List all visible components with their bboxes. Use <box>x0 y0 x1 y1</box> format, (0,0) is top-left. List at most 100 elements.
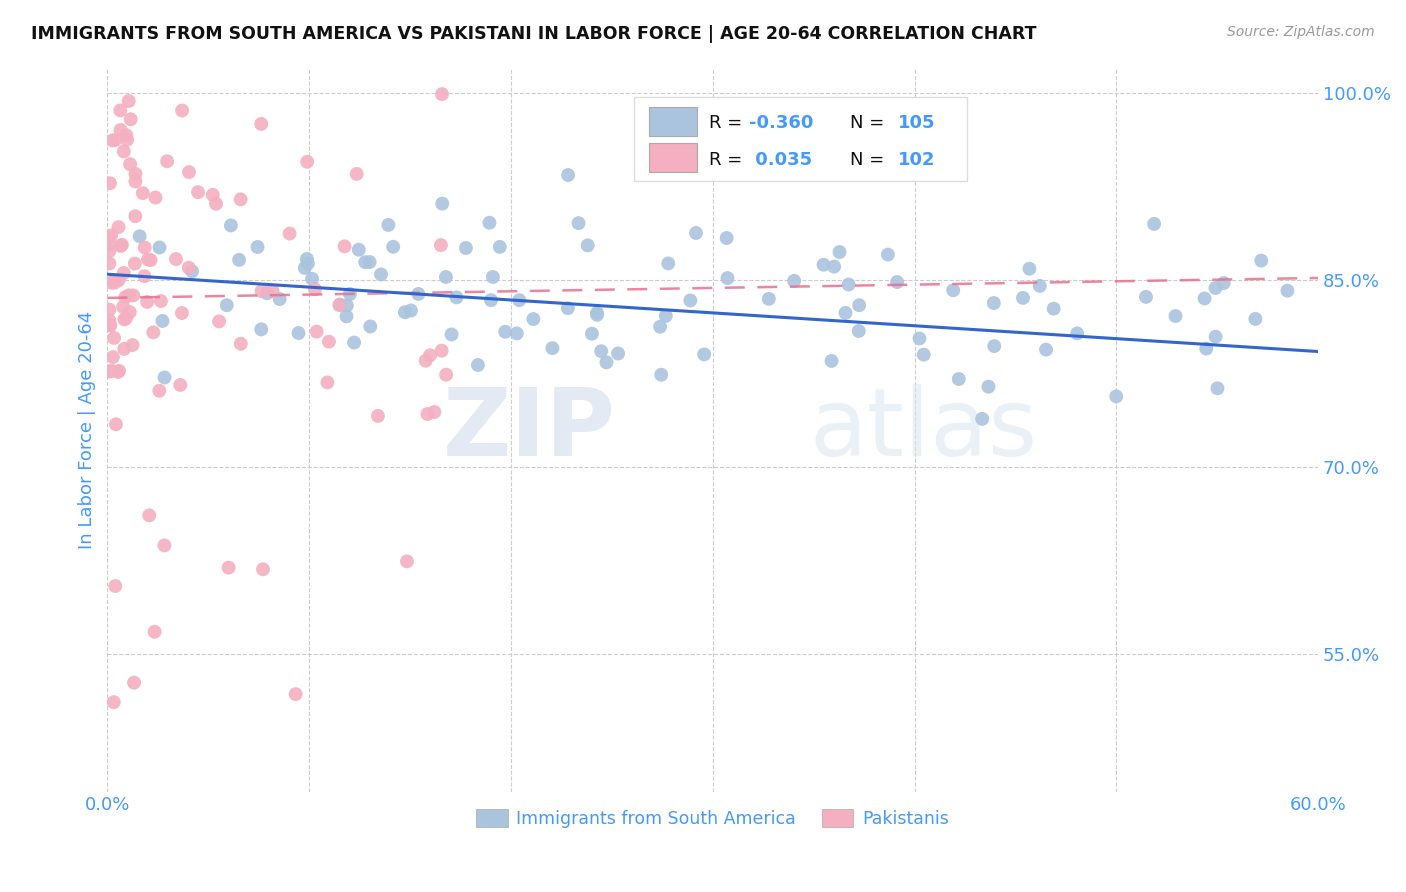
Point <box>145 190 167 204</box>
Point <box>107 365 129 379</box>
Point <box>1135 290 1157 304</box>
Point <box>103 695 125 709</box>
Point <box>98 302 121 317</box>
Point <box>377 218 399 232</box>
Point <box>139 253 162 268</box>
Text: N =: N = <box>849 152 884 169</box>
Point <box>886 275 908 289</box>
Point <box>657 256 679 270</box>
Point <box>181 264 204 278</box>
Point <box>848 298 870 312</box>
Point <box>110 123 132 137</box>
Point <box>440 327 463 342</box>
Point <box>446 290 468 304</box>
Point <box>114 290 136 304</box>
Point <box>1018 261 1040 276</box>
Point <box>112 266 135 280</box>
Point <box>983 296 1005 310</box>
Point <box>586 308 609 322</box>
Point <box>434 270 457 285</box>
Point <box>1204 281 1226 295</box>
Point <box>1195 342 1218 356</box>
Point <box>177 260 200 275</box>
Point <box>142 326 165 340</box>
Point <box>395 554 418 568</box>
Point <box>172 103 194 118</box>
Point <box>169 378 191 392</box>
Point <box>156 154 179 169</box>
Point <box>567 216 589 230</box>
Text: R =: R = <box>709 152 742 169</box>
Point <box>118 288 141 302</box>
Point <box>359 319 381 334</box>
Point <box>328 298 350 312</box>
Point <box>278 227 301 241</box>
Point <box>215 298 238 312</box>
Text: -0.360: -0.360 <box>749 114 814 132</box>
Y-axis label: In Labor Force | Age 20-64: In Labor Force | Age 20-64 <box>79 311 96 549</box>
Point <box>783 274 806 288</box>
Point <box>149 294 172 309</box>
Point <box>339 287 361 301</box>
Point <box>98 318 121 332</box>
Point <box>124 209 146 223</box>
Point <box>295 154 318 169</box>
Text: 105: 105 <box>898 114 935 132</box>
Point <box>343 335 366 350</box>
Point <box>112 312 135 326</box>
Point <box>301 272 323 286</box>
Point <box>394 305 416 319</box>
Point <box>648 319 671 334</box>
Point <box>112 300 135 314</box>
Point <box>284 687 307 701</box>
Point <box>346 167 368 181</box>
Point <box>250 284 273 298</box>
Point <box>120 112 142 127</box>
Point <box>103 331 125 345</box>
Point <box>107 220 129 235</box>
Point <box>252 562 274 576</box>
Point <box>294 260 316 275</box>
Point <box>111 237 134 252</box>
Point <box>370 268 392 282</box>
Point <box>434 368 457 382</box>
Point <box>122 675 145 690</box>
Point <box>983 339 1005 353</box>
Point <box>716 231 738 245</box>
Point <box>347 243 370 257</box>
Point <box>115 128 138 143</box>
Point <box>834 306 856 320</box>
Point <box>246 240 269 254</box>
Point <box>229 192 252 206</box>
Point <box>1205 330 1227 344</box>
Point <box>912 348 935 362</box>
Point <box>1194 292 1216 306</box>
Point <box>838 277 860 292</box>
Point <box>541 341 564 355</box>
Legend: Immigrants from South America, Pakistanis: Immigrants from South America, Pakistani… <box>470 803 956 835</box>
Point <box>138 508 160 523</box>
Point <box>104 579 127 593</box>
Point <box>591 344 613 359</box>
Point <box>101 133 124 147</box>
Point <box>110 103 132 118</box>
Point <box>316 376 339 390</box>
Point <box>115 310 138 325</box>
Point <box>586 306 609 320</box>
Point <box>98 244 121 258</box>
Point <box>187 185 209 199</box>
Text: IMMIGRANTS FROM SOUTH AMERICA VS PAKISTANI IN LABOR FORCE | AGE 20-64 CORRELATIO: IMMIGRANTS FROM SOUTH AMERICA VS PAKISTA… <box>31 25 1036 43</box>
Point <box>430 87 453 102</box>
Point <box>408 287 430 301</box>
Point <box>295 252 318 266</box>
Point <box>1035 343 1057 357</box>
Point <box>120 157 142 171</box>
Point <box>201 187 224 202</box>
Point <box>650 368 672 382</box>
Point <box>177 165 200 179</box>
Point <box>430 343 453 358</box>
Point <box>416 407 439 421</box>
Point <box>1164 309 1187 323</box>
Point <box>318 334 340 349</box>
Point <box>148 240 170 254</box>
